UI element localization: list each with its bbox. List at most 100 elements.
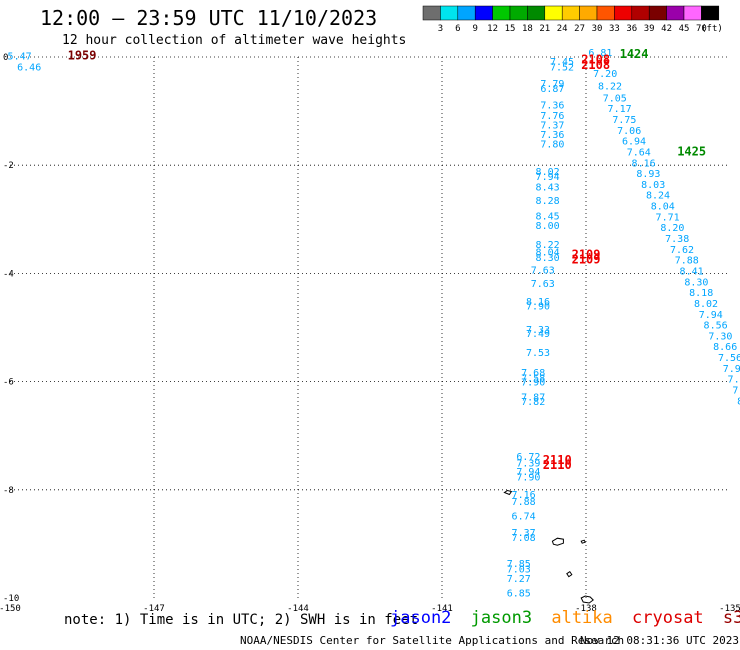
swh-value-label: 7.71 <box>656 212 680 223</box>
swh-value-label: 7.05 <box>603 93 627 104</box>
color-scale-legend: 3 6 9 12 15 18 21 24 27 30 33 36 39 42 45 70(ft) <box>422 5 723 34</box>
swh-value-label: 7.37 <box>512 528 536 539</box>
swh-value-label: 7.08 <box>512 533 536 544</box>
island-outline <box>551 537 564 546</box>
swh-value-label: 7.38 <box>665 234 689 245</box>
swh-value-label: 8.16 <box>632 158 656 169</box>
credit-text: NOAA/NESDIS Center for Satellite Applica… <box>240 634 625 647</box>
swh-value-label: 7.17 <box>608 104 632 115</box>
swh-value-label: 7.79 <box>540 79 564 90</box>
x-tick-label: -135 <box>719 604 740 614</box>
satellite-jason2: jason2 <box>390 608 452 628</box>
swh-value-label: 7.68 <box>521 368 545 379</box>
color-scale-tick: 70 <box>696 24 707 34</box>
x-tick-label: -138 <box>575 604 597 614</box>
swh-value-label: 7.64 <box>627 147 651 158</box>
track-time-label: 1959 <box>68 49 97 63</box>
swh-value-label: 7.27 <box>507 574 531 585</box>
swh-value-label: 7.37 <box>540 120 564 131</box>
swh-value-label: 7.90 <box>516 473 540 484</box>
y-tick-label: 0 <box>3 53 8 63</box>
swh-value-label: 7.85 <box>507 559 531 570</box>
swh-value-label: 8.04 <box>536 248 560 259</box>
color-scale-tick: 45 <box>679 24 690 34</box>
swh-value-label: 7.88 <box>675 256 699 267</box>
color-scale-tick: 15 <box>505 24 516 34</box>
swh-value-label: 7.93 <box>732 386 740 397</box>
swh-value-label: 7.53 <box>526 348 550 359</box>
swh-value-label: 8.30 <box>536 253 560 264</box>
swh-value-label: 7.63 <box>531 265 555 276</box>
x-tick-label: -147 <box>143 604 165 614</box>
swh-value-label: 8.04 <box>651 202 675 213</box>
track-time-label: 2109 <box>572 253 601 267</box>
swh-value-label: 7.94 <box>536 172 560 183</box>
swh-value-label: 7.94 <box>723 364 740 375</box>
satellite-s3a: s3a <box>722 608 740 628</box>
color-scale-tick: 36 <box>626 24 637 34</box>
swh-value-label: 8.28 <box>536 196 560 207</box>
swh-value-label: 7.90 <box>521 377 545 388</box>
swh-value-label: 7.03 <box>507 565 531 576</box>
y-tick-label: -6 <box>3 378 14 388</box>
satellite-altika: altika <box>551 608 613 628</box>
swh-value-label: 7.80 <box>540 139 564 150</box>
y-tick-label: -2 <box>3 161 14 171</box>
track-time-label: 2108 <box>581 58 610 72</box>
swh-value-label: 7.87 <box>521 393 545 404</box>
footer-note: note: 1) Time is in UTC; 2) SWH is in fe… <box>64 612 419 628</box>
color-scale-tick: 21 <box>539 24 550 34</box>
swh-value-label: 8.66 <box>713 342 737 353</box>
swh-value-label: 7.82 <box>521 397 545 408</box>
color-scale-tick: 12 <box>487 24 498 34</box>
swh-value-label: 8.30 <box>684 277 708 288</box>
generated-timestamp: Nov 12 08:31:36 UTC 2023 <box>580 634 739 647</box>
swh-value-label: 8.56 <box>704 321 728 332</box>
chart-subtitle: 12 hour collection of altimeter wave hei… <box>62 33 407 48</box>
swh-value-label: 7.63 <box>531 279 555 290</box>
swh-value-label: 6.72 <box>516 452 540 463</box>
color-scale-tick: 39 <box>644 24 655 34</box>
track-time-label: 2108 <box>581 52 610 66</box>
swh-value-label: 8.03 <box>641 180 665 191</box>
color-scale-unit: (ft) <box>701 24 723 34</box>
swh-value-label: 6.85 <box>507 588 531 599</box>
swh-value-label: 7.06 <box>617 126 641 137</box>
satellite-legend: jason2 jason3 altika cryosat s3a <box>390 608 740 628</box>
y-tick-label: -10 <box>3 594 19 604</box>
island-outline <box>580 595 594 604</box>
island-outline <box>566 570 573 578</box>
swh-value-label: 7.39 <box>516 459 540 470</box>
swh-value-label: 8.22 <box>598 81 622 92</box>
color-scale-tick: 33 <box>609 24 620 34</box>
color-scale-tick: 30 <box>592 24 603 34</box>
swh-value-label: 7.30 <box>708 331 732 342</box>
color-scale-tick: 9 <box>472 24 477 34</box>
swh-value-label: 7.52 <box>550 63 574 74</box>
color-scale-tick: 24 <box>557 24 568 34</box>
color-scale-tick: 42 <box>661 24 672 34</box>
swh-value-label: 8.20 <box>660 223 684 234</box>
swh-value-label: 8.02 <box>536 167 560 178</box>
track-time-label: 1425 <box>677 144 706 158</box>
chart-title: 12:00 — 23:59 UTC 11/10/2023 <box>40 6 378 30</box>
swh-value-label: 8.93 <box>636 169 660 180</box>
swh-value-label: 8.41 <box>680 266 704 277</box>
color-scale-tick: 18 <box>522 24 533 34</box>
swh-value-label: 6.46 <box>17 63 41 74</box>
swh-value-label: 6.74 <box>512 512 536 523</box>
swh-value-label: 7.76 <box>540 111 564 122</box>
swh-value-label: 8.16 <box>526 297 550 308</box>
satellite-cryosat: cryosat <box>632 608 704 628</box>
x-tick-label: -150 <box>0 604 21 614</box>
swh-value-label: 6.87 <box>540 84 564 95</box>
swh-value-label: 8.00 <box>536 221 560 232</box>
swh-value-label: 7.62 <box>670 245 694 256</box>
x-tick-label: -141 <box>431 604 453 614</box>
color-swatch <box>701 5 720 21</box>
swh-value-label: 8.02 <box>694 299 718 310</box>
swh-value-label: 7.90 <box>526 302 550 313</box>
swh-value-label: 8.18 <box>689 288 713 299</box>
swh-value-label: 8.45 <box>536 211 560 222</box>
